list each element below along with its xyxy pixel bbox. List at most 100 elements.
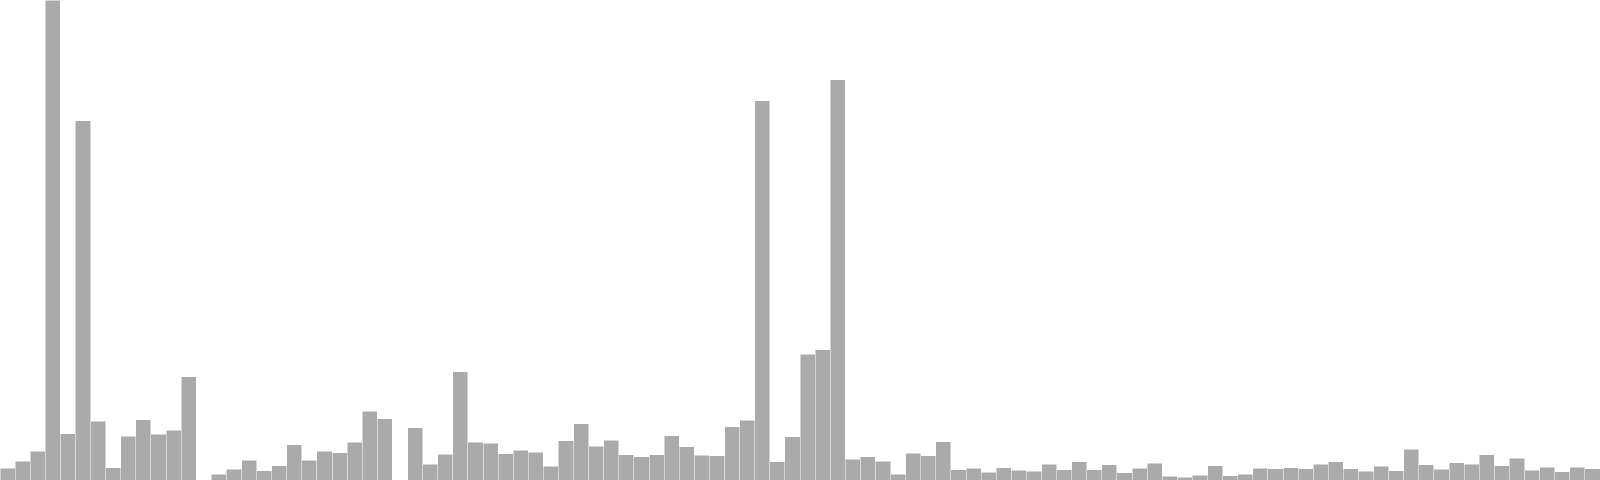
bar-5 [75,120,91,480]
bar-29 [437,453,454,480]
bar-37 [558,440,574,480]
bar-34 [512,449,529,480]
bar-18 [271,465,288,480]
bar-28 [422,463,438,480]
bar-47 [709,455,725,480]
bar-30 [452,371,469,480]
bar-54 [814,349,831,480]
bar-0 [0,468,16,480]
bar-46 [694,454,710,480]
bar-7 [105,467,122,480]
bar-63 [950,469,967,480]
bar-48 [724,426,740,480]
bar-32 [482,442,499,480]
bar-83 [1252,468,1269,480]
bar-27 [407,427,423,480]
bar-91 [1373,465,1389,480]
bar-62 [935,441,952,480]
bar-92 [1388,470,1405,480]
bar-105 [1584,468,1600,480]
bar-21 [316,450,333,480]
bar-87 [1312,463,1329,480]
bar-25 [377,418,393,480]
bar-86 [1297,468,1314,480]
bar-17 [256,470,272,480]
bar-98 [1479,454,1495,480]
bar-82 [1237,473,1254,480]
bar-9 [135,419,152,480]
bar-99 [1494,465,1510,480]
bar-58 [875,461,891,480]
bar-45 [679,446,695,480]
bar-61 [920,455,937,480]
bar-23 [346,441,363,480]
bar-93 [1403,449,1420,480]
bar-64 [965,468,982,480]
bar-90 [1358,471,1374,480]
bar-81 [1222,475,1238,480]
bar-38 [573,423,589,480]
bar-68 [1026,471,1042,480]
bar-33 [497,453,514,480]
bar-84 [1267,468,1284,480]
bar-74 [1116,472,1133,480]
bar-66 [995,467,1012,480]
bar-55 [829,79,846,480]
bar-65 [980,472,997,480]
bar-49 [739,420,755,480]
bar-89 [1343,468,1359,480]
bar-11 [165,429,182,480]
bar-22 [331,452,348,480]
bar-51 [769,461,786,480]
bar-88 [1328,461,1344,480]
bar-56 [845,459,861,480]
bar-59 [890,473,906,480]
bar-41 [618,454,635,480]
bar-3 [45,0,61,480]
bar-14 [211,473,227,480]
bar-4 [60,433,76,480]
bar-75 [1131,467,1148,480]
bar-79 [1192,474,1208,480]
bar-70 [1056,469,1072,480]
bar-20 [301,460,318,480]
bar-60 [905,452,921,480]
bar-103 [1554,471,1571,480]
bar-57 [860,456,876,480]
bar-71 [1071,461,1088,480]
bar-39 [588,446,605,480]
bar-31 [467,441,484,480]
bar-67 [1011,470,1027,480]
bar-102 [1539,466,1555,480]
bar-15 [226,469,242,480]
bar-35 [528,451,544,480]
bar-19 [286,444,303,480]
bar-85 [1282,467,1299,480]
bar-104 [1569,466,1586,480]
bar-6 [90,421,106,480]
bar-53 [799,353,816,480]
bar-96 [1448,462,1465,480]
bar-24 [362,411,378,480]
bar-40 [603,439,620,480]
bar-80 [1207,465,1223,480]
bar-69 [1041,463,1057,480]
bar-50 [754,100,771,480]
bar-16 [241,460,257,480]
bar-77 [1162,475,1178,480]
bar-100 [1509,458,1525,480]
bar-42 [633,456,650,480]
bar-10 [150,434,167,480]
bar-72 [1086,469,1103,480]
bar-73 [1101,464,1118,480]
bar-94 [1418,464,1435,480]
bar-36 [543,465,559,480]
bar-2 [29,450,46,480]
bar-95 [1433,469,1450,480]
bar-12 [180,376,197,480]
bar-76 [1146,462,1163,480]
bar-43 [648,454,665,480]
bar-97 [1463,463,1480,480]
